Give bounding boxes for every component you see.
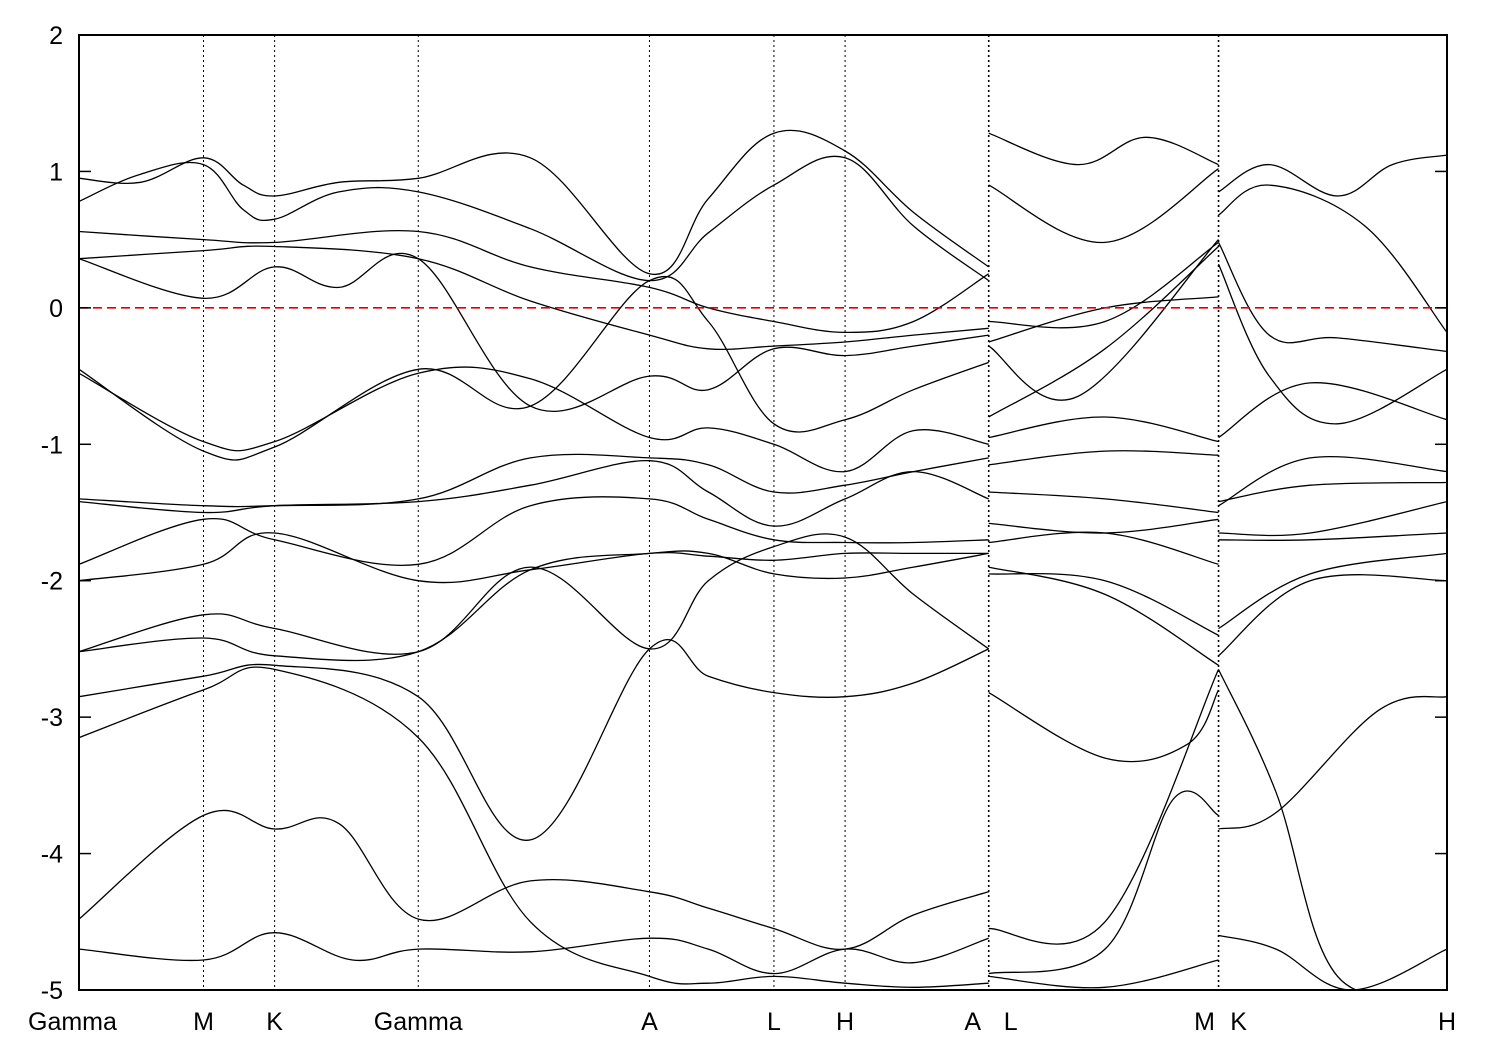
band-line-42 [1218,500,1447,537]
x-tick-label: H [1438,1008,1456,1036]
band-line-48 [1218,934,1447,990]
band-line-13 [79,550,989,662]
band-line-20 [988,241,1219,329]
band-line-7 [79,366,989,473]
band-line-43 [1218,532,1447,541]
y-tick-label: 0 [49,295,63,323]
band-line-24 [988,416,1219,443]
band-line-38 [1217,263,1447,425]
band-line-32 [988,669,1220,945]
band-line-27 [988,518,1219,534]
band-line-3 [79,229,990,334]
band-line-11 [79,532,989,584]
band-line-2 [79,155,990,282]
band-line-8 [79,453,989,508]
x-tick-label: H [836,1008,854,1036]
band-line-46 [1217,669,1447,990]
band-line-4 [79,245,989,351]
x-tick-label: K [266,1008,283,1036]
y-tick-label: -2 [41,568,63,596]
band-line-15 [79,666,989,988]
band-line-26 [988,491,1219,514]
band-line-21 [988,296,1219,343]
band-line-40 [1218,455,1447,507]
x-tick-label: K [1230,1008,1247,1036]
band-line-31 [988,689,1220,763]
x-tick-label: M [193,1008,214,1036]
band-line-37 [1217,242,1447,353]
band-line-9 [79,460,989,527]
band-line-25 [988,450,1219,466]
band-line-10 [79,496,989,566]
band-line-18 [988,132,1219,166]
y-tick-label: -1 [41,431,63,459]
x-tick-label: A [964,1008,981,1036]
band-line-14 [79,639,989,841]
x-tick-label: L [767,1008,781,1036]
band-line-19 [988,168,1219,244]
band-line-17 [79,932,989,975]
y-tick-label: 1 [49,158,63,186]
y-tick-label: -4 [41,841,63,869]
x-tick-label: L [1004,1008,1018,1036]
band-line-35 [1218,154,1447,197]
band-line-39 [1218,382,1447,439]
band-line-1 [79,129,990,275]
band-line-29 [988,572,1219,636]
y-tick-label: 2 [49,22,63,50]
x-tick-label: Gamma [28,1008,117,1036]
band-lines [79,129,1447,990]
band-line-6 [79,275,989,461]
y-tick-label: -5 [41,977,63,1005]
band-line-41 [1218,481,1447,503]
band-line-22 [988,239,1219,401]
y-axis: -5 -4 -3 -2 -1 0 1 2 [41,22,1447,1005]
band-line-33 [988,790,1219,975]
band-line-30 [988,566,1219,666]
plot-frame [78,34,1448,991]
x-axis: Gamma M K Gamma A L H A L M K H [28,1008,1456,1036]
x-tick-label: Gamma [374,1008,463,1036]
band-line-45 [1218,574,1447,657]
x-tick-label: M [1194,1008,1215,1036]
kpoint-lines [202,35,1220,990]
y-tick-label: -3 [41,704,63,732]
band-line-47 [1218,695,1447,830]
band-line-34 [988,959,1219,989]
band-line-16 [79,809,989,950]
band-line-23 [988,246,1219,418]
x-tick-label: A [641,1008,658,1036]
band-line-44 [1218,552,1447,630]
band-line-12 [79,533,990,655]
band-line-36 [1218,184,1447,333]
band-line-28 [988,531,1219,565]
